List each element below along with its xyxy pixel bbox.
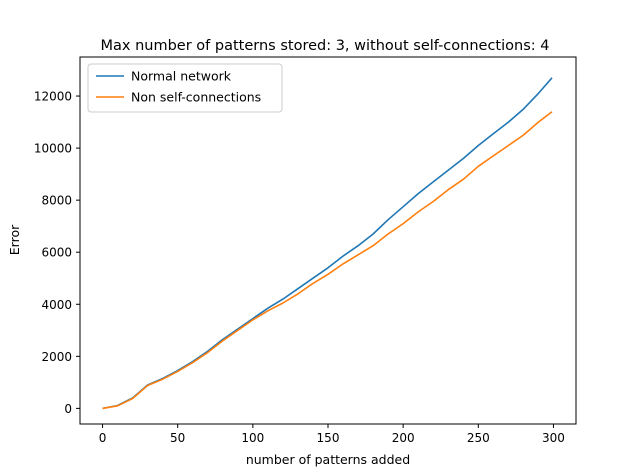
y-tick-label: 10000 [34,142,72,156]
chart-title: Max number of patterns stored: 3, withou… [101,38,550,54]
x-axis: 0 50 100 150 200 250 300 [99,424,565,445]
plot-area [102,77,553,410]
legend-box [87,63,283,113]
x-tick-label: 50 [170,431,185,445]
series-line-normal-network [102,77,553,410]
legend-label-non-self-connections: Non self-connections [131,90,261,105]
x-tick-label: 250 [467,431,490,445]
x-tick-label: 0 [99,431,107,445]
series-line-non-self-connections [102,111,553,410]
x-tick-label: 300 [542,431,565,445]
legend-label-normal-network: Normal network [131,69,232,84]
legend: Normal network Non self-connections [87,63,283,113]
y-tick-label: 4000 [41,298,72,312]
x-tick-label: 200 [392,431,415,445]
y-tick-label: 2000 [41,350,72,364]
x-tick-label: 150 [317,431,340,445]
y-tick-label: 0 [64,402,72,416]
y-tick-label: 8000 [41,194,72,208]
x-axis-label: number of patterns added [246,452,410,467]
y-axis: 0 2000 4000 6000 8000 10000 12000 [34,90,80,416]
y-tick-label: 12000 [34,90,72,104]
x-tick-label: 100 [241,431,264,445]
y-tick-label: 6000 [41,246,72,260]
y-axis-label: Error [7,224,22,255]
